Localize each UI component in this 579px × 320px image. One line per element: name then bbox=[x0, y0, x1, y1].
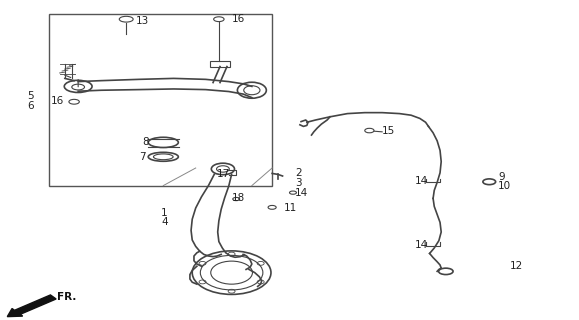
Text: 13: 13 bbox=[136, 16, 149, 26]
Text: 18: 18 bbox=[232, 193, 245, 204]
Text: 14: 14 bbox=[415, 240, 428, 250]
Text: 7: 7 bbox=[139, 152, 145, 162]
Text: 14: 14 bbox=[295, 188, 309, 198]
Text: 16: 16 bbox=[50, 96, 64, 106]
Text: 12: 12 bbox=[510, 261, 523, 271]
Text: 15: 15 bbox=[382, 126, 395, 136]
Bar bbox=[49, 14, 272, 186]
Text: 17: 17 bbox=[217, 169, 230, 180]
Text: 16: 16 bbox=[232, 14, 245, 24]
Text: 8: 8 bbox=[142, 137, 148, 148]
Text: 4: 4 bbox=[162, 217, 168, 228]
Text: 1: 1 bbox=[162, 208, 168, 218]
Text: 10: 10 bbox=[498, 181, 511, 191]
Text: 3: 3 bbox=[295, 178, 302, 188]
Text: 5: 5 bbox=[27, 91, 34, 101]
Text: 9: 9 bbox=[498, 172, 504, 182]
Text: FR.: FR. bbox=[57, 292, 76, 302]
FancyArrow shape bbox=[8, 295, 56, 316]
Text: 11: 11 bbox=[284, 203, 297, 213]
Text: 6: 6 bbox=[27, 100, 34, 111]
Bar bbox=[210, 61, 230, 67]
Text: 2: 2 bbox=[295, 168, 302, 179]
Text: 14: 14 bbox=[415, 176, 428, 186]
